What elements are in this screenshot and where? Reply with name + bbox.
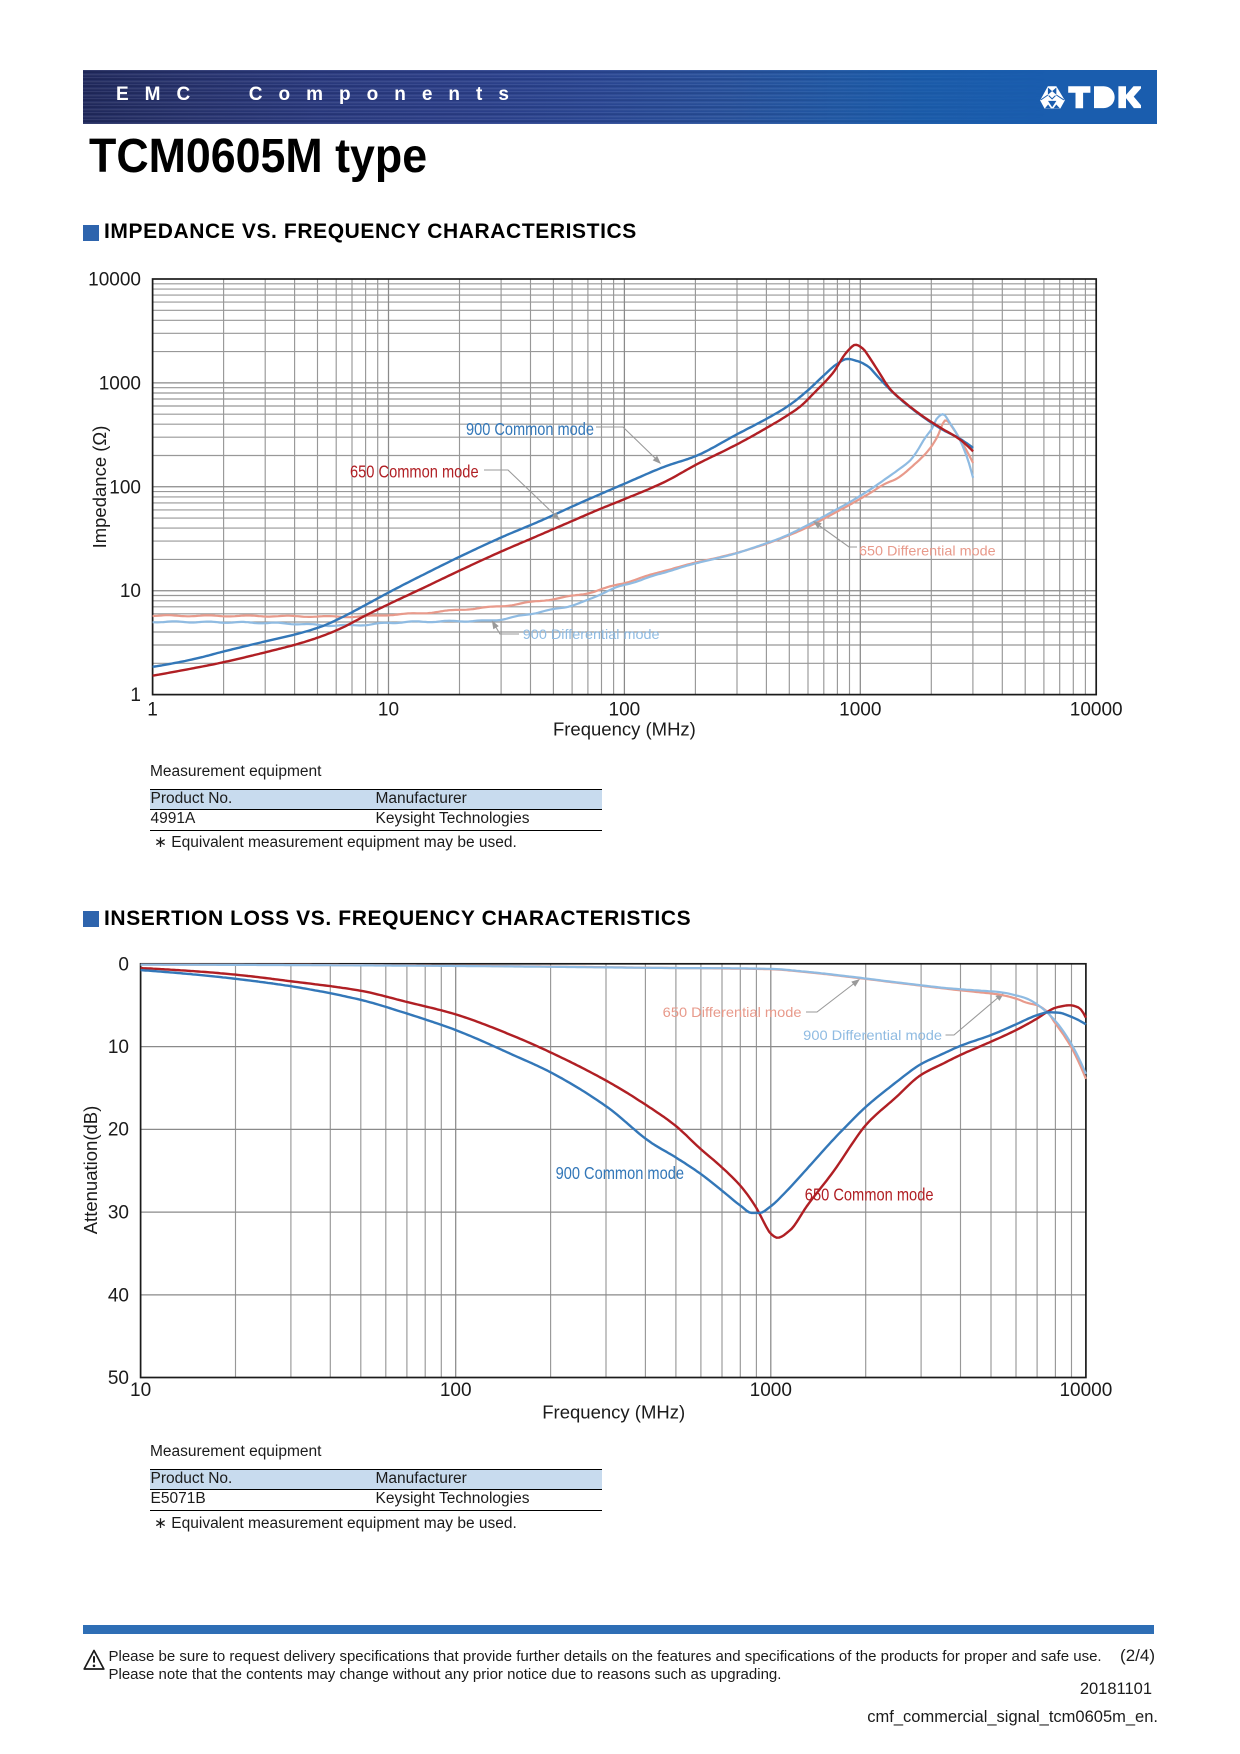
- svg-text:650 Common mode: 650 Common mode: [350, 461, 479, 481]
- svg-text:1000: 1000: [99, 373, 141, 394]
- svg-text:650 Differential mode: 650 Differential mode: [859, 543, 996, 558]
- svg-text:10000: 10000: [88, 270, 141, 291]
- svg-text:50: 50: [108, 1368, 129, 1389]
- svg-text:1000: 1000: [839, 699, 881, 720]
- svg-text:40: 40: [108, 1285, 129, 1306]
- svg-text:Frequency (MHz): Frequency (MHz): [553, 719, 696, 740]
- svg-text:10: 10: [130, 1380, 151, 1401]
- svg-text:1: 1: [147, 699, 158, 720]
- svg-text:900 Common mode: 900 Common mode: [556, 1163, 684, 1183]
- svg-text:Attenuation(dB): Attenuation(dB): [80, 1106, 101, 1235]
- svg-text:900 Differential mode: 900 Differential mode: [803, 1028, 942, 1043]
- svg-text:Frequency (MHz): Frequency (MHz): [542, 1401, 685, 1422]
- svg-text:10000: 10000: [1059, 1380, 1112, 1401]
- svg-text:1000: 1000: [750, 1380, 792, 1401]
- svg-text:10: 10: [378, 699, 399, 720]
- svg-text:30: 30: [108, 1203, 129, 1224]
- svg-text:650 Common mode: 650 Common mode: [805, 1185, 934, 1205]
- svg-text:100: 100: [440, 1380, 472, 1401]
- svg-text:Impedance (Ω): Impedance (Ω): [89, 426, 110, 549]
- svg-text:650 Differential mode: 650 Differential mode: [663, 1005, 802, 1020]
- svg-text:10000: 10000: [1070, 699, 1123, 720]
- svg-text:900 Common mode: 900 Common mode: [466, 419, 594, 439]
- svg-text:10: 10: [108, 1037, 129, 1058]
- svg-text:900 Differential mode: 900 Differential mode: [523, 627, 660, 642]
- svg-text:100: 100: [109, 477, 141, 498]
- svg-text:0: 0: [118, 955, 129, 976]
- svg-text:10: 10: [120, 581, 141, 602]
- svg-text:1: 1: [130, 685, 141, 706]
- svg-text:100: 100: [609, 699, 641, 720]
- svg-text:20: 20: [108, 1120, 129, 1141]
